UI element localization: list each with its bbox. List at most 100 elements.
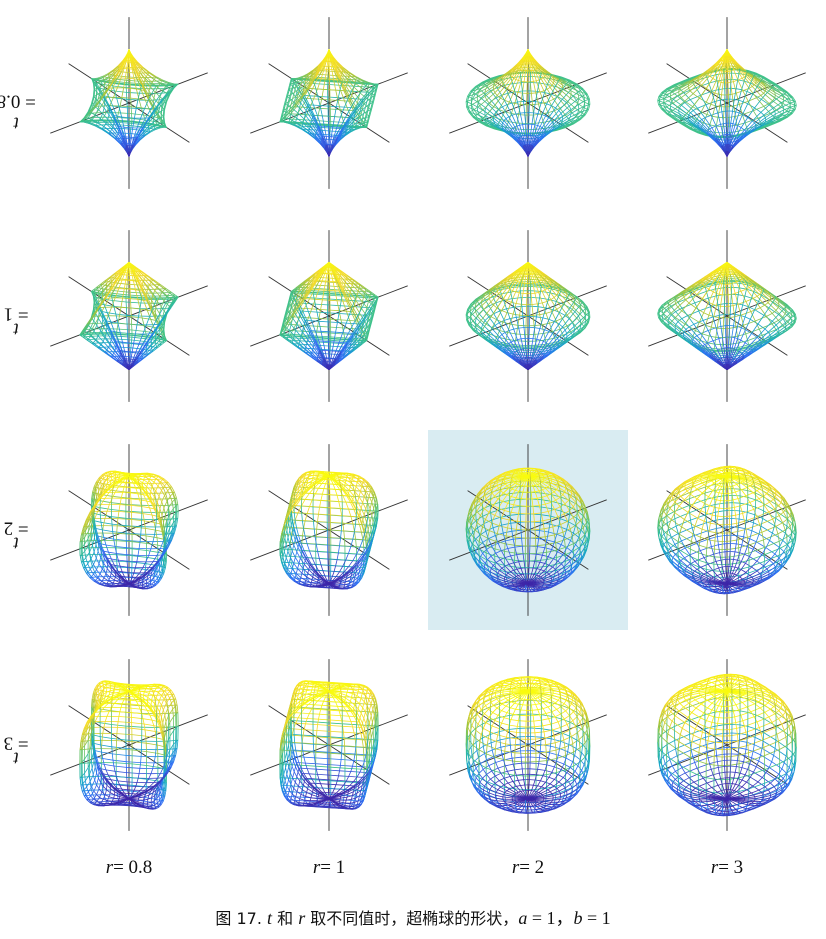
mesh-meridian-segment	[160, 116, 164, 118]
mesh-meridian-segment	[335, 136, 342, 144]
mesh-latitude-segment	[88, 104, 93, 112]
mesh-latitude-segment	[505, 116, 510, 119]
mesh-meridian-segment	[103, 83, 110, 90]
mesh-latitude-segment	[97, 92, 101, 100]
mesh-latitude-segment	[470, 94, 473, 101]
mesh-latitude-segment	[120, 124, 132, 127]
mesh-meridian-segment	[520, 70, 525, 82]
mesh-latitude-segment	[99, 81, 101, 87]
mesh-meridian-segment	[362, 80, 370, 85]
mesh-meridian-segment	[561, 116, 571, 123]
mesh-meridian-segment	[296, 91, 304, 100]
mesh-latitude-segment	[138, 98, 146, 101]
mesh-meridian-segment	[362, 96, 369, 104]
mesh-latitude-segment	[299, 83, 302, 90]
mesh-meridian-segment	[130, 62, 134, 68]
mesh-meridian-segment	[531, 93, 533, 105]
mesh-meridian-segment	[150, 129, 156, 133]
mesh-meridian-segment	[320, 126, 325, 137]
mesh-meridian-segment	[305, 74, 313, 81]
mesh-meridian-segment	[555, 129, 557, 131]
mesh-meridian-segment	[105, 123, 113, 130]
mesh-meridian-segment	[538, 133, 547, 141]
column-var: r	[106, 857, 113, 879]
mesh-meridian-segment	[314, 68, 321, 79]
mesh-meridian-segment	[134, 66, 140, 75]
mesh-latitude-segment	[577, 99, 580, 104]
mesh-meridian-segment	[569, 99, 577, 107]
mesh-latitude-segment	[471, 108, 475, 114]
mesh-meridian-segment	[536, 127, 543, 138]
mesh-meridian-segment	[355, 102, 363, 112]
mesh-meridian-segment	[324, 54, 328, 61]
mesh-meridian-segment	[301, 79, 305, 84]
mesh-meridian-segment	[325, 56, 328, 62]
mesh-meridian-segment	[108, 70, 114, 75]
mesh-meridian-segment	[361, 91, 368, 100]
mesh-meridian-segment	[134, 72, 137, 78]
mesh-latitude-segment	[163, 116, 166, 123]
mesh-meridian-segment	[351, 121, 358, 127]
mesh-meridian-segment	[301, 88, 309, 99]
mesh-latitude-segment	[493, 106, 499, 110]
mesh-latitude-segment	[123, 87, 131, 89]
mesh-meridian-segment	[541, 67, 549, 73]
mesh-meridian-segment	[284, 109, 290, 115]
mesh-meridian-segment	[562, 113, 572, 120]
wireframe-plot	[449, 17, 607, 189]
mesh-meridian-segment	[364, 83, 368, 88]
mesh-meridian-segment	[319, 105, 323, 116]
mesh-meridian-segment	[303, 78, 307, 80]
mesh-meridian-segment	[558, 127, 563, 129]
row-label-t: t = 1	[0, 216, 32, 416]
mesh-meridian-segment	[158, 122, 162, 125]
mesh-meridian-segment	[342, 67, 350, 73]
mesh-meridian-segment	[578, 105, 585, 110]
mesh-meridian-segment	[136, 67, 141, 74]
mesh-latitude-segment	[490, 75, 500, 79]
mesh-meridian-segment	[307, 70, 314, 75]
mesh-latitude-segment	[126, 87, 141, 89]
mesh-latitude-segment	[467, 90, 472, 97]
mesh-meridian-segment	[116, 112, 119, 118]
mesh-latitude-segment	[535, 127, 546, 130]
mesh-meridian-segment	[326, 50, 330, 55]
mesh-latitude-segment	[282, 103, 285, 112]
mesh-meridian-segment	[353, 86, 361, 94]
mesh-latitude-segment	[166, 87, 171, 94]
mesh-meridian-segment	[326, 60, 329, 70]
mesh-latitude-segment	[546, 87, 551, 90]
mesh-meridian-segment	[288, 122, 295, 127]
mesh-meridian-segment	[124, 54, 128, 61]
mesh-latitude-segment	[327, 96, 339, 99]
mesh-latitude-segment	[473, 116, 481, 123]
mesh-meridian-segment	[99, 79, 105, 83]
mesh-latitude-segment	[121, 116, 128, 118]
mesh-latitude-segment	[125, 84, 142, 87]
mesh-meridian-segment	[301, 98, 308, 108]
mesh-latitude-segment	[330, 121, 344, 123]
mesh-meridian-segment	[285, 101, 289, 104]
mesh-latitude-segment	[93, 89, 96, 97]
mesh-meridian-segment	[570, 90, 579, 96]
mesh-meridian-segment	[160, 83, 166, 87]
mesh-meridian-segment	[356, 123, 362, 127]
mesh-meridian-segment	[153, 109, 159, 119]
mesh-meridian-segment	[371, 84, 375, 88]
mesh-meridian-segment	[504, 89, 511, 101]
mesh-latitude-segment	[477, 88, 482, 93]
mesh-meridian-segment	[153, 118, 158, 123]
mesh-meridian-segment	[314, 138, 321, 145]
mesh-latitude-segment	[162, 108, 165, 117]
mesh-meridian-segment	[101, 88, 109, 99]
mesh-meridian-segment	[567, 117, 576, 122]
mesh-meridian-segment	[297, 76, 303, 80]
mesh-meridian-segment	[324, 61, 327, 67]
mesh-meridian-segment	[562, 84, 572, 92]
mesh-meridian-segment	[538, 79, 545, 91]
row-value: = 3	[4, 731, 29, 753]
mesh-meridian-segment	[368, 86, 374, 89]
mesh-meridian-segment	[143, 82, 150, 92]
mesh-meridian-segment	[129, 137, 132, 146]
mesh-latitude-segment	[555, 127, 566, 131]
